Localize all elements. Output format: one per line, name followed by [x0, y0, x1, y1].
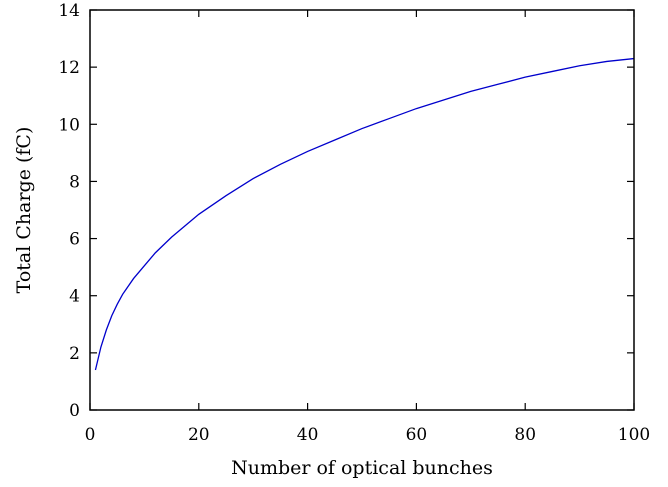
x-tick-label: 100 — [618, 425, 650, 445]
x-axis-label: Number of optical bunches — [231, 457, 493, 479]
y-tick-label: 12 — [58, 58, 80, 78]
series-group — [94, 57, 635, 371]
y-tick-label: 10 — [58, 115, 80, 135]
y-tick-label: 14 — [58, 1, 80, 21]
y-tick-label: 4 — [69, 287, 80, 307]
x-tick-label: 0 — [85, 425, 96, 445]
y-tick-label: 2 — [69, 344, 80, 364]
axis-ticks — [89, 9, 635, 411]
x-tick-label: 80 — [514, 425, 536, 445]
y-tick-label: 6 — [69, 230, 80, 250]
y-tick-label: 8 — [69, 172, 80, 192]
plot-frame — [89, 9, 635, 411]
tick-labels: 0 20 40 60 80 100 0 2 4 6 8 10 12 14 — [58, 1, 650, 445]
series-line — [94, 57, 635, 371]
x-tick-label: 60 — [406, 425, 428, 445]
y-tick-label: 0 — [69, 401, 80, 421]
y-axis-label: Total Charge (fC) — [13, 127, 35, 294]
x-tick-label: 20 — [188, 425, 210, 445]
x-tick-label: 40 — [297, 425, 319, 445]
